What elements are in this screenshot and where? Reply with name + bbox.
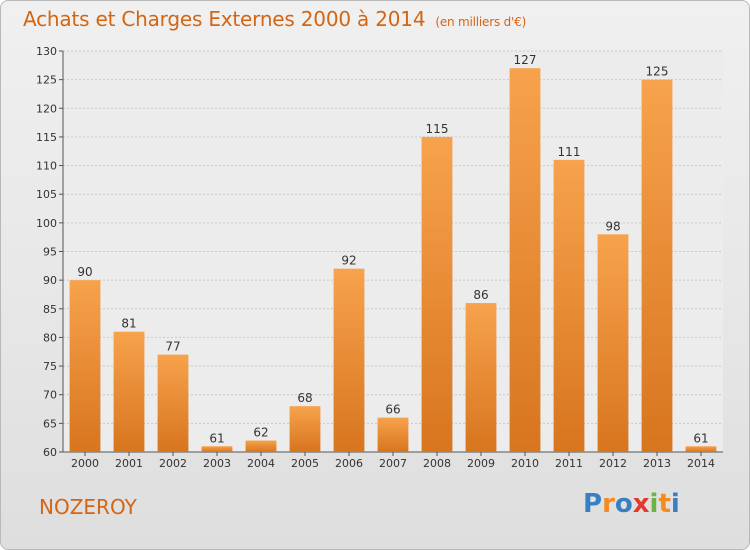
bar — [553, 159, 585, 453]
logo-letter: i — [649, 489, 659, 519]
bar — [113, 331, 145, 452]
data-label: 61 — [209, 431, 224, 445]
bar — [289, 406, 321, 452]
chart-title-text: Achats et Charges Externes 2000 à 2014 — [23, 7, 426, 31]
x-tick-label: 2001 — [115, 457, 143, 470]
bar — [245, 440, 277, 452]
proxiti-logo: Proxiti — [583, 489, 680, 519]
data-label: 98 — [605, 219, 620, 233]
logo-letter: i — [670, 489, 680, 519]
data-label: 86 — [473, 288, 488, 302]
y-tick-label: 65 — [43, 417, 57, 430]
x-tick-label: 2010 — [511, 457, 539, 470]
y-tick-label: 70 — [43, 389, 57, 402]
y-tick-label: 125 — [36, 74, 57, 87]
bar — [201, 446, 233, 452]
x-tick-label: 2007 — [379, 457, 407, 470]
chart-subtitle: (en milliers d'€) — [435, 15, 527, 29]
data-label: 92 — [341, 254, 356, 268]
x-tick-label: 2000 — [71, 457, 99, 470]
y-tick-label: 105 — [36, 188, 57, 201]
y-tick-label: 100 — [36, 217, 57, 230]
data-label: 127 — [514, 53, 537, 67]
x-tick-label: 2011 — [555, 457, 583, 470]
x-tick-label: 2003 — [203, 457, 231, 470]
data-label: 66 — [385, 403, 400, 417]
x-tick-label: 2006 — [335, 457, 363, 470]
x-tick-label: 2012 — [599, 457, 627, 470]
y-tick-label: 115 — [36, 131, 57, 144]
logo-letter: o — [614, 489, 633, 519]
bar — [685, 446, 717, 452]
data-label: 115 — [426, 122, 449, 136]
data-label: 77 — [165, 340, 180, 354]
bar — [641, 79, 673, 453]
y-tick-label: 75 — [43, 360, 57, 373]
bar — [69, 280, 101, 452]
place-name: NOZEROY — [39, 495, 137, 519]
x-tick-label: 2008 — [423, 457, 451, 470]
bar — [509, 68, 541, 452]
data-label: 81 — [121, 317, 136, 331]
y-tick-label: 80 — [43, 331, 57, 344]
y-tick-label: 130 — [36, 45, 57, 58]
y-tick-label: 85 — [43, 303, 57, 316]
bar — [421, 136, 453, 452]
chart-title: Achats et Charges Externes 2000 à 2014 (e… — [23, 7, 526, 31]
data-label: 62 — [253, 426, 268, 440]
y-tick-label: 110 — [36, 160, 57, 173]
y-tick-label: 60 — [43, 446, 57, 459]
logo-letter: t — [658, 489, 671, 519]
bar — [157, 354, 189, 452]
logo-letter: x — [632, 489, 650, 519]
y-tick-label: 90 — [43, 274, 57, 287]
x-tick-label: 2004 — [247, 457, 275, 470]
logo-letter: r — [602, 489, 615, 519]
x-tick-label: 2009 — [467, 457, 495, 470]
bar — [377, 417, 409, 452]
x-tick-label: 2014 — [687, 457, 715, 470]
x-tick-label: 2013 — [643, 457, 671, 470]
x-tick-label: 2002 — [159, 457, 187, 470]
data-label: 90 — [77, 265, 92, 279]
data-label: 111 — [558, 145, 581, 159]
y-tick-label: 95 — [43, 246, 57, 259]
y-tick-label: 120 — [36, 102, 57, 115]
data-label: 68 — [297, 391, 312, 405]
bar — [597, 234, 629, 452]
data-label: 61 — [693, 431, 708, 445]
data-label: 125 — [646, 65, 669, 79]
x-tick-label: 2005 — [291, 457, 319, 470]
bar — [333, 268, 365, 452]
logo-letter: P — [583, 489, 603, 519]
bar — [465, 303, 497, 452]
